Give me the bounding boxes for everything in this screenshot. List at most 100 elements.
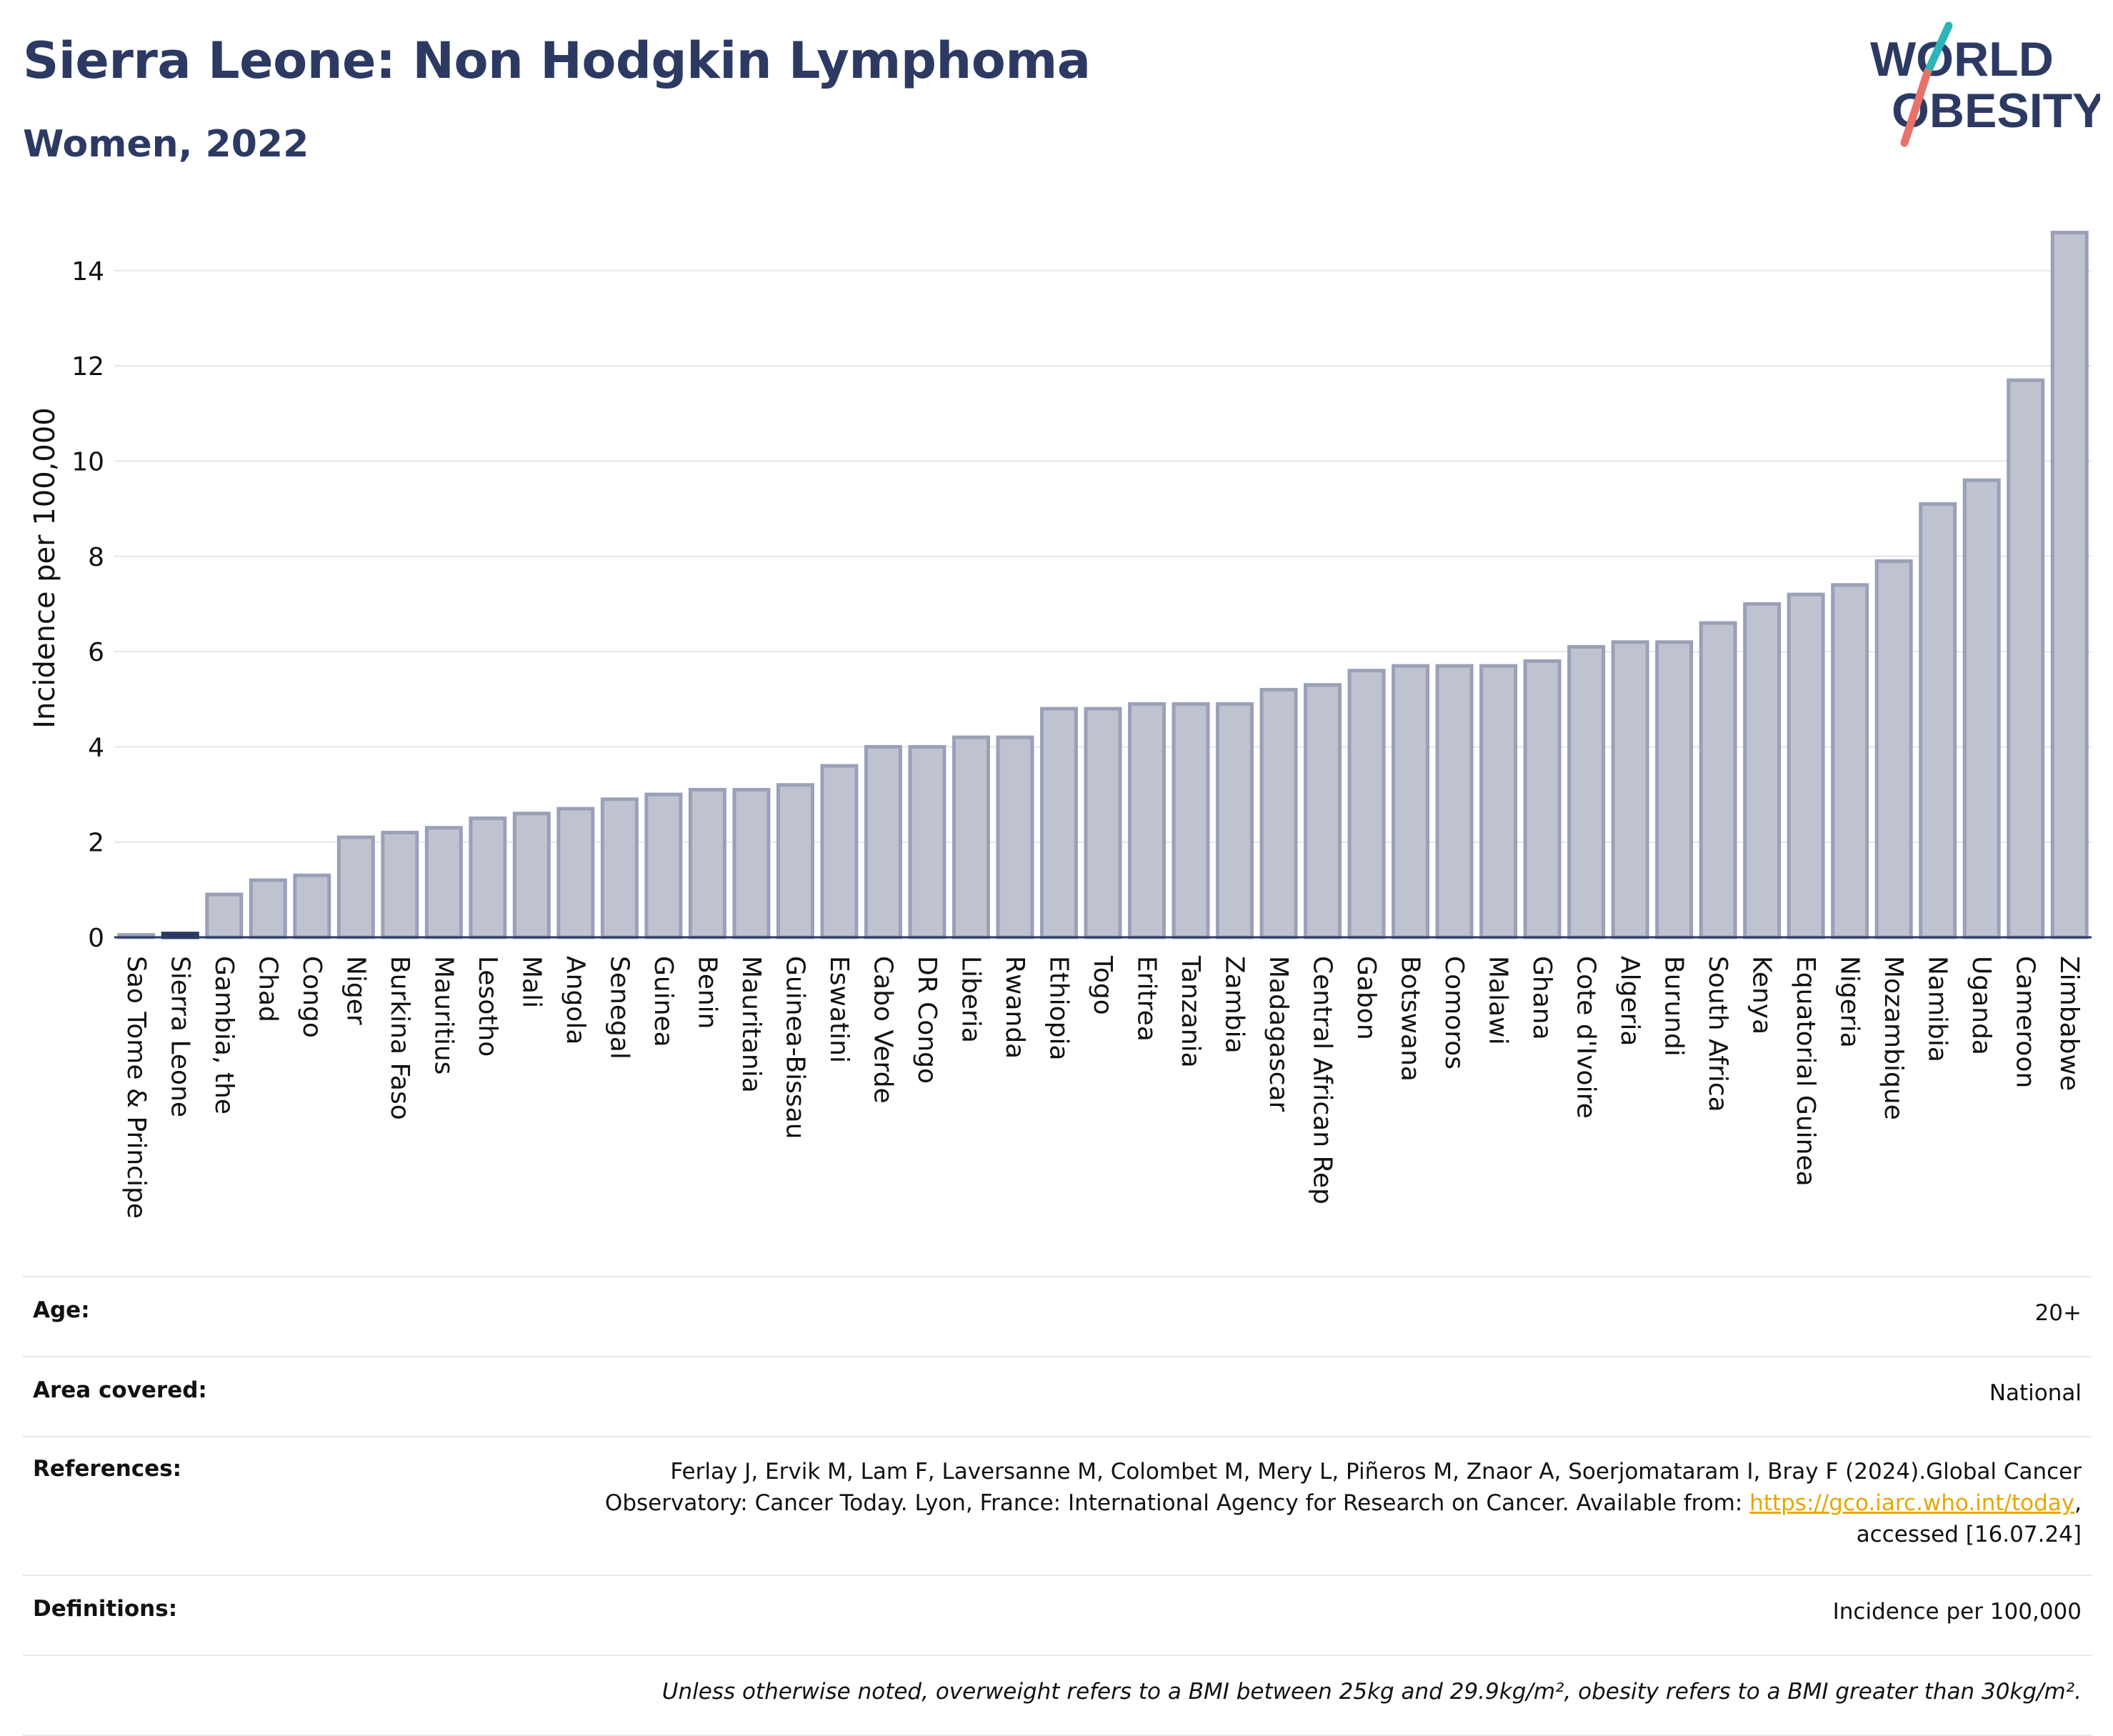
bar-nigeria — [1831, 583, 1869, 939]
x-tick-label: Algeria — [1615, 956, 1644, 1047]
x-tick-label: Gabon — [1352, 956, 1381, 1040]
bar-mozambique — [1874, 559, 1913, 939]
bar-cabo-verde — [864, 744, 902, 939]
bar-niger — [336, 835, 375, 939]
x-tick-label: Burkina Faso — [385, 956, 414, 1120]
x-tick-label: Mali — [516, 956, 546, 1008]
bar-mali — [512, 812, 551, 939]
x-tick-label: Sao Tome & Principe — [121, 956, 151, 1219]
y-tick-label: 0 — [88, 924, 104, 953]
bar-chart: 0 2 4 6 8 10 12 14 Sao Tome & Principe Sierra Leo… — [29, 231, 2092, 1219]
x-tick-label: Zambia — [1220, 956, 1249, 1054]
x-tick-label: Cabo Verde — [868, 956, 897, 1104]
bar-lesotho — [469, 816, 507, 939]
world-obesity-logo: WORLD OBESITY — [1870, 21, 2100, 147]
x-tick-label: Burundi — [1659, 956, 1689, 1057]
area-value: National — [543, 1356, 2092, 1437]
note-empty-label — [23, 1655, 543, 1736]
y-tick-label: 6 — [88, 638, 104, 667]
x-tick-label: Equatorial Guinea — [1791, 956, 1820, 1187]
x-tick-label: Gambia, the — [209, 956, 239, 1114]
bar-liberia — [951, 735, 990, 939]
bar-guinea — [644, 792, 683, 939]
bar-chad — [249, 878, 287, 939]
x-tick-label: Guinea-Bissau — [780, 956, 809, 1139]
y-axis-label: Incidence per 100,000 — [29, 407, 61, 729]
area-label: Area covered: — [23, 1356, 543, 1437]
references-line-2-suffix: , — [2074, 1490, 2082, 1516]
info-row-note: Unless otherwise noted, overweight refer… — [23, 1655, 2092, 1736]
x-tick-label: Eswatini — [824, 956, 854, 1063]
bar-burkina-faso — [381, 830, 419, 939]
bar-zambia — [1216, 702, 1254, 939]
bar-togo — [1084, 707, 1122, 939]
x-tick-label: Congo — [297, 956, 326, 1038]
y-tick-label: 4 — [88, 733, 104, 762]
x-tick-label: Mauritania — [736, 956, 766, 1093]
bar-tanzania — [1172, 702, 1210, 939]
x-tick-label: Togo — [1088, 955, 1117, 1015]
references-line-2: Observatory: Cancer Today. Lyon, France:… — [604, 1490, 1750, 1516]
x-tick-label: Central African Rep — [1308, 956, 1337, 1204]
bar-comoros — [1435, 664, 1474, 939]
references-label: References: — [23, 1436, 543, 1575]
x-tick-label: Niger — [341, 956, 370, 1025]
bar-uganda — [1962, 478, 2001, 939]
chart-title: Sierra Leone: Non Hodgkin Lymphoma — [23, 31, 1091, 90]
x-tick-label: Zimbabwe — [2054, 956, 2084, 1091]
x-tick-label: Botswana — [1396, 956, 1425, 1082]
bar-eritrea — [1128, 702, 1167, 939]
references-line-3: accessed [16.07.24] — [1856, 1522, 2082, 1547]
logo-line-obesity: OBESITY — [1892, 84, 2100, 138]
y-tick-label: 12 — [71, 352, 104, 381]
y-tick-label: 8 — [88, 543, 104, 572]
x-tick-label: Nigeria — [1835, 956, 1864, 1048]
bmi-note: Unless otherwise noted, overweight refer… — [543, 1655, 2092, 1736]
x-tick-label: Mozambique — [1879, 956, 1908, 1120]
x-tick-label: South Africa — [1703, 956, 1732, 1112]
x-tick-label: Lesotho — [473, 956, 502, 1057]
x-tick-label: Sierra Leone — [165, 956, 194, 1117]
x-tick-label: Uganda — [1967, 956, 1996, 1055]
bar-congo — [293, 873, 331, 939]
info-row-references: References: Ferlay J, Ervik M, Lam F, La… — [23, 1436, 2092, 1575]
bar-malawi — [1479, 664, 1518, 939]
x-tick-label: Kenya — [1747, 956, 1777, 1034]
bar-zimbabwe — [2050, 231, 2089, 939]
x-tick-label: Tanzania — [1176, 955, 1205, 1068]
age-value: 20+ — [543, 1276, 2092, 1357]
definitions-label: Definitions: — [23, 1575, 543, 1655]
info-row-area: Area covered: National — [23, 1356, 2092, 1437]
x-tick-label: Comoros — [1439, 956, 1469, 1069]
x-tick-label: Ghana — [1527, 956, 1557, 1040]
bar-burundi — [1655, 640, 1694, 939]
bar-angola — [556, 807, 595, 939]
references-link[interactable]: https://gco.iarc.who.int/today — [1749, 1490, 2075, 1516]
x-tick-label: Rwanda — [1000, 956, 1029, 1059]
bar-namibia — [1919, 502, 1957, 939]
references-value: Ferlay J, Ervik M, Lam F, Laversanne M, … — [543, 1436, 2092, 1575]
bar-gabon — [1347, 669, 1386, 939]
bar-madagascar — [1259, 687, 1298, 939]
bar-mauritius — [424, 826, 463, 939]
y-tick-label: 2 — [88, 829, 104, 858]
bar-algeria — [1611, 640, 1649, 939]
axes: 0 2 4 6 8 10 12 14 Sao Tome & Principe Sierra Leo… — [71, 257, 2092, 1219]
bar-benin — [688, 787, 726, 939]
bar-cote-d-ivoire — [1567, 644, 1606, 939]
y-tick-label: 10 — [71, 448, 104, 477]
x-tick-label: Chad — [253, 956, 282, 1022]
bar-botswana — [1392, 664, 1430, 939]
bar-mauritania — [732, 787, 771, 939]
x-tick-label: Angola — [561, 956, 590, 1044]
y-tick-label: 14 — [71, 257, 104, 286]
bar-guinea-bissau — [776, 783, 814, 939]
chart-subtitle: Women, 2022 — [23, 123, 309, 166]
x-tick-label: Cote d'Ivoire — [1572, 956, 1601, 1119]
definitions-value: Incidence per 100,000 — [543, 1575, 2092, 1655]
x-tick-label: Ethiopia — [1044, 956, 1073, 1061]
bar-ghana — [1523, 659, 1562, 939]
references-line-1: Ferlay J, Ervik M, Lam F, Laversanne M, … — [670, 1459, 2082, 1485]
info-row-definitions: Definitions: Incidence per 100,000 — [23, 1575, 2092, 1655]
bar-gambia-the — [205, 892, 244, 939]
